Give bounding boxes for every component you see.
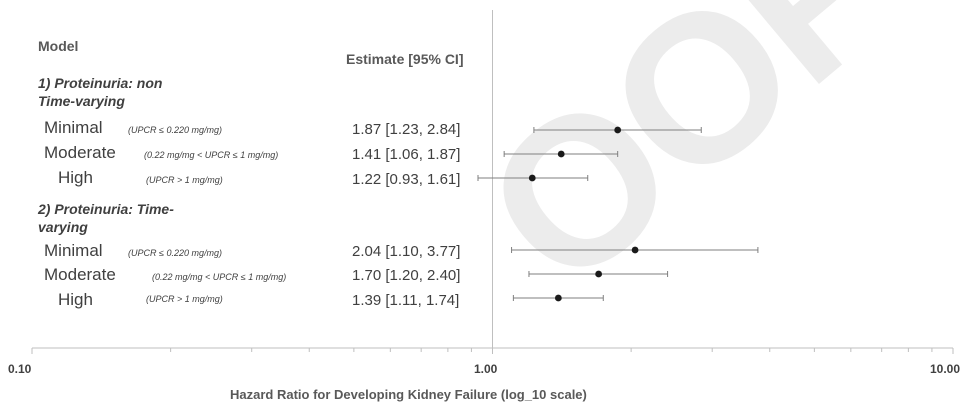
row-2-level: Moderate <box>44 143 116 162</box>
x-tick-label-1: 1.00 <box>474 362 498 376</box>
group-2-title-line2: varying <box>38 219 88 235</box>
point-estimate <box>554 294 562 302</box>
row-1-level: Minimal <box>44 118 103 137</box>
row-6-definition: (UPCR > 1 mg/mg) <box>146 294 223 304</box>
row-1-definition: (UPCR ≤ 0.220 mg/mg) <box>128 125 222 135</box>
x-tick-label-2: 10.00 <box>930 362 961 376</box>
row-2-definition: (0.22 mg/mg < UPCR ≤ 1 mg/mg) <box>144 150 279 160</box>
row-5-estimate: 1.70 [1.20, 2.40] <box>352 267 461 284</box>
group-1-title-line1: 1) Proteinuria: non <box>38 75 163 91</box>
x-tick-label-0: 0.10 <box>8 362 32 376</box>
point-estimate <box>631 246 639 254</box>
row-3-definition: (UPCR > 1 mg/mg) <box>146 175 223 185</box>
row-4-level: Minimal <box>44 241 103 260</box>
x-axis-label: Hazard Ratio for Developing Kidney Failu… <box>230 387 587 402</box>
estimate-header: Estimate [95% CI] <box>346 51 464 67</box>
row-6-estimate: 1.39 [1.11, 1.74] <box>352 292 460 309</box>
row-2-estimate: 1.41 [1.06, 1.87] <box>352 146 461 163</box>
model-header: Model <box>38 38 79 54</box>
point-estimate <box>557 150 565 158</box>
row-5-level: Moderate <box>44 265 116 284</box>
point-estimate <box>614 126 622 134</box>
point-estimate <box>528 174 536 182</box>
group-2-title-line1: 2) Proteinuria: Time- <box>38 201 174 217</box>
row-1-estimate: 1.87 [1.23, 2.84] <box>352 121 461 138</box>
row-4-definition: (UPCR ≤ 0.220 mg/mg) <box>128 248 222 258</box>
row-5-definition: (0.22 mg/mg < UPCR ≤ 1 mg/mg) <box>152 272 287 282</box>
row-3-estimate: 1.22 [0.93, 1.61] <box>352 171 461 188</box>
group-1-title-line2: Time-varying <box>38 93 125 109</box>
row-6-level: High <box>58 290 93 309</box>
point-estimate <box>595 270 603 278</box>
row-4-estimate: 2.04 [1.10, 3.77] <box>352 243 461 260</box>
row-3-level: High <box>58 168 93 187</box>
